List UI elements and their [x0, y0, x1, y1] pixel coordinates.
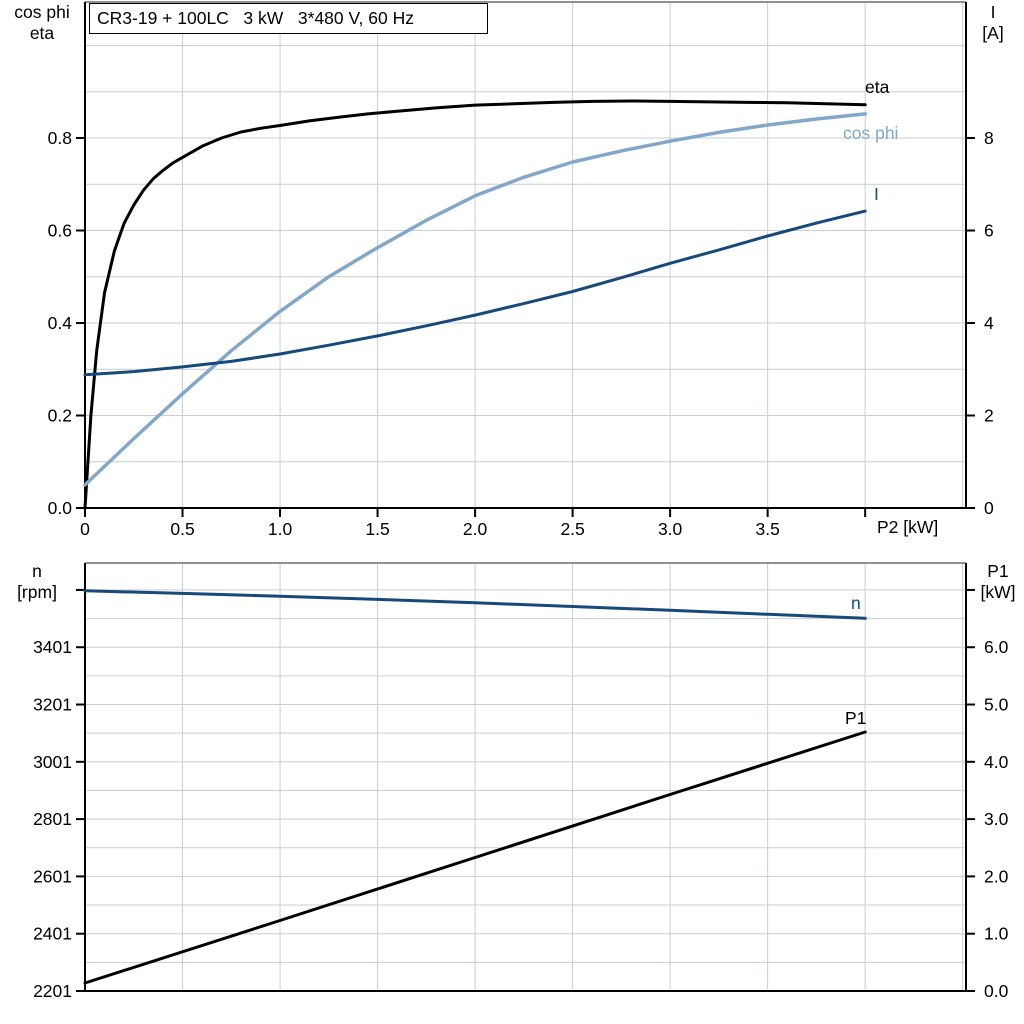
tick-label-right: 0: [984, 498, 994, 518]
curve-label-p1: P1: [845, 708, 867, 728]
axis-label-cosphi: cos phi: [14, 2, 70, 22]
bottom-right-axis-label: P1 [kW]: [972, 561, 1024, 603]
tick-label-bottom: 2.0: [463, 519, 488, 539]
tick-label-left: 2201: [33, 981, 72, 1001]
tick-label-bottom: 0: [80, 519, 90, 539]
curve-label-n: n: [851, 593, 861, 613]
curve-label-cos-phi: cos phi: [843, 123, 899, 143]
tick-label-bottom: 0.5: [170, 519, 194, 539]
top-right-axis-label: I [A]: [970, 2, 1016, 44]
series-i: [83, 209, 867, 377]
tick-label-right: 6: [984, 220, 994, 240]
axis-label-eta: eta: [29, 23, 55, 43]
tick-label-left: 0.4: [48, 313, 73, 333]
tick-label-left: 3001: [33, 752, 72, 772]
tick-label-right: 4: [984, 313, 994, 333]
tick-label-bottom: 1.0: [268, 519, 293, 539]
tick-label-left: 0.8: [48, 128, 72, 148]
axis-label-kW: [kW]: [980, 582, 1016, 602]
tick-label-right: 1.0: [984, 924, 1009, 944]
series-cos-phi: [83, 112, 867, 487]
tick-label-bottom: 3.0: [658, 519, 683, 539]
tick-label-right: 0.0: [984, 981, 1009, 1001]
tick-label-left: 2801: [33, 809, 72, 829]
tick-label-right: 2: [984, 405, 994, 425]
tick-label-right: 4.0: [984, 752, 1009, 772]
tick-label-right: 5.0: [984, 695, 1009, 715]
bottom-left-axis-label: n [rpm]: [6, 561, 68, 603]
axis-label-I: I: [990, 2, 996, 22]
chart-title-box: CR3-19 + 100LC 3 kW 3*480 V, 60 Hz: [89, 3, 488, 34]
tick-label-right: 6.0: [984, 637, 1009, 657]
tick-label-left: 3401: [33, 637, 72, 657]
axis-label-amps: [A]: [982, 23, 1004, 43]
tick-label-bottom: 2.5: [560, 519, 584, 539]
series-n: [83, 589, 867, 620]
tick-label-right: 3.0: [984, 809, 1009, 829]
tick-label-left: 0.2: [48, 405, 72, 425]
tick-label-left: 3201: [33, 695, 72, 715]
tick-label-right: 8: [984, 128, 994, 148]
tick-label-right: 2.0: [984, 866, 1009, 886]
tick-label-left: 0.0: [48, 498, 73, 518]
top-left-axis-label: cos phi eta: [4, 2, 80, 44]
tick-label-bottom: 1.5: [365, 519, 389, 539]
x-axis-label: P2 [kW]: [877, 517, 939, 537]
axis-label-rpm: [rpm]: [17, 582, 57, 602]
axis-label-P1: P1: [987, 561, 1009, 581]
series-p1: [83, 730, 867, 985]
curve-label-i: I: [874, 184, 879, 204]
tick-label-left: 0.6: [48, 220, 72, 240]
curve-label-eta: eta: [865, 77, 890, 97]
tick-label-left: 2601: [33, 866, 72, 886]
axis-label-n: n: [32, 561, 42, 581]
tick-label-left: 2401: [33, 924, 72, 944]
series-eta: [83, 99, 867, 510]
tick-label-bottom: 3.5: [755, 519, 779, 539]
